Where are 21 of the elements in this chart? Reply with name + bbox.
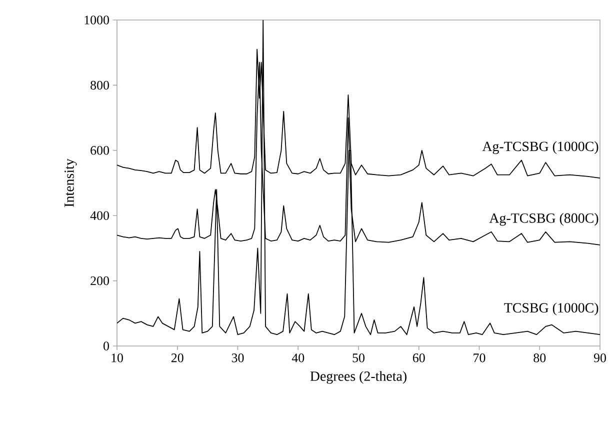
y-tick-label: 800 xyxy=(90,80,110,90)
x-tick-label: 80 xyxy=(534,354,546,362)
y-axis-title: Intensity xyxy=(64,158,77,207)
series-label: Ag-TCSBG (800C) xyxy=(489,213,598,226)
y-tick-label: 600 xyxy=(90,146,110,155)
y-tick-label: 0 xyxy=(104,342,110,350)
y-tick-label: 200 xyxy=(90,276,110,286)
line-series xyxy=(117,20,600,336)
series-label: Ag-TCSBG (1000C) xyxy=(482,141,598,154)
x-tick-label: 90 xyxy=(594,354,606,362)
y-tick-label: 1000 xyxy=(84,16,110,24)
y-tick-label: 400 xyxy=(90,211,110,220)
x-tick-label: 60 xyxy=(412,354,425,362)
x-tick-label: 70 xyxy=(474,354,486,362)
x-tick-label: 20 xyxy=(171,354,184,362)
x-axis-title: Degrees (2-theta) xyxy=(310,371,406,384)
series-label: TCSBG (1000C) xyxy=(504,302,598,316)
x-tick-label: 40 xyxy=(292,354,304,362)
x-tick-label: 50 xyxy=(352,354,364,362)
x-tick-label: 30 xyxy=(232,354,244,362)
x-tick-label: 10 xyxy=(112,354,123,362)
